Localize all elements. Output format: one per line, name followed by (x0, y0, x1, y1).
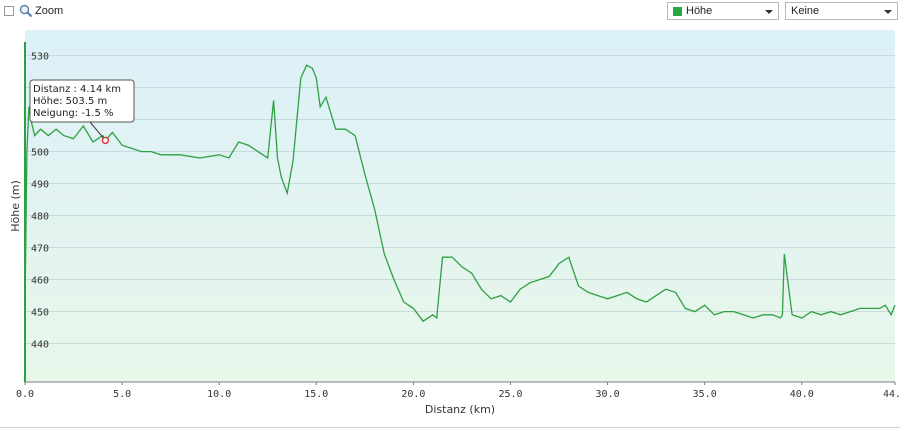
y-tick-label: 440 (31, 340, 49, 351)
y-tick-label: 460 (31, 276, 49, 287)
overlay-select[interactable]: Keine (785, 2, 898, 20)
metric-select-value: Höhe (686, 5, 713, 17)
x-tick-label: 40.0 (790, 389, 814, 400)
chevron-down-icon (884, 10, 892, 14)
hover-marker (101, 136, 110, 145)
x-tick-label: 35.0 (693, 389, 717, 400)
zoom-checkbox[interactable] (4, 6, 14, 16)
y-tick-label: 530 (31, 52, 49, 63)
y-tick-label: 490 (31, 180, 49, 191)
grid-lines (25, 55, 895, 344)
tooltip-pointer (89, 121, 106, 141)
tooltip: Distanz : 4.14 km Höhe: 503.5 m Neigung:… (29, 79, 135, 141)
metric-select[interactable]: Höhe (667, 2, 779, 20)
y-axis-title: Höhe (m) (9, 180, 22, 232)
x-tick-label: 25.0 (498, 389, 522, 400)
x-tick-label: 30.0 (596, 389, 620, 400)
y-axis: 440 450 460 470 480 490 500 530 (31, 52, 49, 351)
y-tick-label: 480 (31, 212, 49, 223)
x-tick-label: 15.0 (304, 389, 328, 400)
y-tick-label: 450 (31, 308, 49, 319)
x-tick-label: 0.0 (16, 389, 34, 400)
metric-color-swatch (673, 7, 682, 16)
x-axis-title: Distanz (km) (425, 403, 495, 416)
tooltip-height: Höhe: 503.5 m (33, 96, 107, 107)
x-tick-label: 10.0 (207, 389, 231, 400)
overlay-select-value: Keine (791, 5, 820, 17)
elevation-chart[interactable]: 440 450 460 470 480 490 500 530 0.0 5.0 10.0 15.0 2… (0, 24, 900, 427)
tooltip-slope: Neigung: -1.5 % (33, 108, 114, 119)
x-tick-label: 20.0 (401, 389, 425, 400)
elevation-line (24, 64, 896, 323)
x-tick-label: 5.0 (113, 389, 131, 400)
tooltip-box (29, 79, 135, 123)
divider (0, 427, 900, 428)
y-tick-label: 470 (31, 244, 49, 255)
chart-toolbar: Zoom Höhe Keine (0, 0, 900, 24)
x-tick-label: 44.8 (883, 389, 900, 400)
x-axis: 0.0 5.0 10.0 15.0 20.0 25.0 30.0 35.0 40.0 44.8 (16, 382, 900, 400)
magnifier-icon (19, 4, 33, 18)
plot-area (25, 30, 895, 382)
tooltip-distance: Distanz : 4.14 km (33, 84, 121, 95)
y-tick-label: 500 (31, 148, 49, 159)
chevron-down-icon (765, 10, 773, 14)
zoom-label: Zoom (35, 5, 64, 17)
